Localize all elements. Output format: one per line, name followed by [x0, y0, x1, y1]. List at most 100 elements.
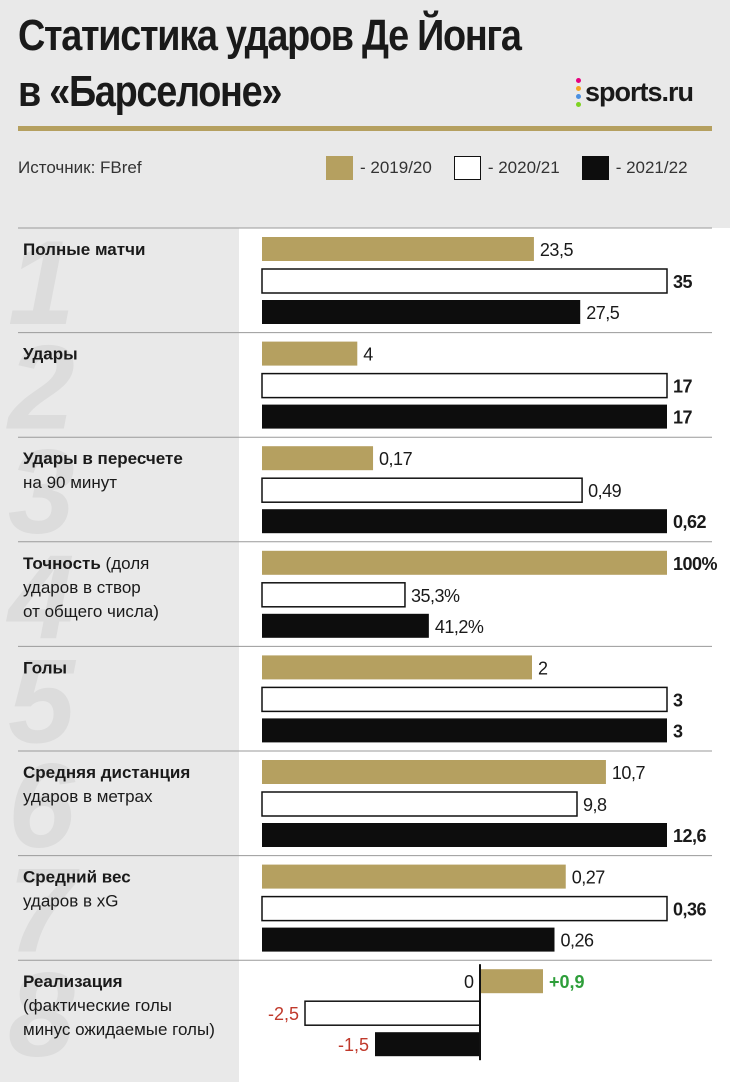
group-label-line: Реализация — [23, 972, 123, 991]
bar-2020-21 — [261, 686, 668, 713]
group-label: Реализация (фактические голы минус ожидаем… — [23, 972, 215, 1039]
watermark-digit: 7 — [8, 844, 80, 978]
group-label: Полные матчи — [23, 240, 145, 259]
bar-2021-22 — [262, 613, 429, 638]
value-label: 12,6 — [673, 826, 707, 846]
bar-2021-22 — [262, 509, 667, 534]
bar-2021-22 — [375, 1032, 480, 1057]
group-label-line: (фактические голы — [23, 996, 172, 1015]
bar-2021-22 — [262, 718, 667, 743]
value-label: 41,2% — [435, 617, 484, 637]
value-label: +0,9 — [549, 972, 585, 992]
group-label-line: на 90 минут — [23, 473, 117, 492]
group-label-bold: Реализация — [23, 972, 123, 991]
value-label: 2 — [538, 658, 548, 678]
title-line-2: в «Барселоне» — [18, 67, 282, 116]
bar-2019-20 — [262, 760, 606, 784]
group-label-line: Средний вес — [23, 868, 131, 887]
chart-title: Статистика ударов Де Йонга в «Барселоне» — [18, 8, 522, 120]
value-label: 0,62 — [673, 512, 707, 532]
value-label: 27,5 — [586, 303, 620, 323]
value-label: 35,3% — [411, 586, 460, 606]
group-label-line: Голы — [23, 658, 67, 677]
value-label: -2,5 — [268, 1004, 299, 1024]
group-label: Средний вес ударов в xG — [23, 868, 131, 911]
bar-2019-20 — [262, 341, 358, 366]
bar-2020-21 — [261, 372, 668, 399]
bar-2019-20 — [480, 969, 543, 994]
legend-item-2019-20: - 2019/20 — [326, 156, 432, 180]
group-label-line: от общего числа) — [23, 602, 159, 621]
legend-label-2021-22: - 2021/22 — [615, 158, 688, 177]
bar-2020-21 — [261, 895, 668, 922]
group-label-line: ударов в створ — [23, 578, 141, 597]
bar-2020-21 — [304, 1000, 481, 1026]
group-label: Точность (доля ударов в створ от общего чи… — [23, 554, 159, 621]
watermark-digit: 5 — [8, 634, 77, 768]
legend: - 2019/20 - 2020/21 - 2021/22 — [326, 156, 688, 180]
bar-2019-20 — [262, 864, 566, 889]
header-rule — [18, 126, 712, 131]
bar-2019-20 — [262, 550, 667, 575]
group-label-line: минус ожидаемые голы) — [23, 1020, 215, 1039]
legend-item-2021-22: - 2021/22 — [581, 156, 688, 180]
watermark-digit: 8 — [8, 948, 75, 1082]
bar-2020-21 — [261, 791, 578, 817]
bar-2019-20 — [262, 655, 532, 680]
legend-swatch-2020-21 — [453, 156, 481, 180]
bar-2019-20 — [262, 446, 374, 471]
value-label: 9,8 — [583, 795, 607, 815]
group-label-line: ударов в xG — [23, 892, 118, 911]
group-label: Удары — [23, 345, 78, 364]
value-label: 0,17 — [379, 449, 413, 469]
bar-2020-21 — [261, 582, 406, 608]
value-label: 0,26 — [561, 931, 595, 951]
zero-label: 0 — [464, 972, 474, 992]
value-label: 0,49 — [588, 481, 622, 501]
value-label: 10,7 — [612, 763, 646, 783]
logo-dots-icon — [576, 77, 581, 107]
legend-label-2019-20: - 2019/20 — [360, 158, 432, 177]
value-label: 35 — [673, 272, 693, 292]
watermark-digit: 3 — [8, 425, 75, 559]
legend-swatch-2021-22 — [581, 156, 609, 180]
value-label: 23,5 — [540, 240, 574, 260]
legend-item-2020-21: - 2020/21 — [453, 156, 560, 180]
value-label: 3 — [673, 721, 683, 741]
bar-2021-22 — [262, 823, 667, 847]
group-label: Голы — [23, 658, 67, 677]
sports-ru-logo: sports.ru — [576, 74, 694, 110]
group-label-line: Полные матчи — [23, 240, 145, 259]
bar-2020-21 — [261, 268, 668, 294]
bar-2020-21 — [261, 477, 583, 503]
group-label-line: Точность (доля — [23, 554, 149, 573]
value-label: 0,27 — [572, 868, 606, 888]
group-label-line: Удары — [23, 345, 78, 364]
value-label: 17 — [673, 408, 693, 428]
group-label: Средняя дистанция ударов в метрах — [23, 763, 190, 806]
bar-2019-20 — [262, 237, 534, 261]
group-label-line: ударов в метрах — [23, 787, 153, 806]
watermark-digit: 6 — [8, 739, 76, 873]
legend-swatch-2019-20 — [326, 156, 353, 180]
value-label: -1,5 — [338, 1035, 369, 1055]
bar-2021-22 — [262, 404, 667, 429]
value-label: 4 — [363, 345, 373, 365]
legend-label-2020-21: - 2020/21 — [487, 158, 560, 177]
group-label: Удары в пересчете на 90 минут — [23, 449, 183, 492]
value-label: 17 — [673, 377, 693, 397]
value-label: 0,36 — [673, 900, 707, 920]
group-label-bold: Точность — [23, 554, 101, 573]
source-note: Источник: FBref — [18, 158, 142, 177]
bar-2021-22 — [262, 300, 581, 324]
bar-2021-22 — [262, 927, 555, 952]
watermark-digit: 2 — [6, 321, 75, 455]
group-label-line: Удары в пересчете — [23, 449, 183, 468]
group-label-line: Средняя дистанция — [23, 763, 190, 782]
value-label: 3 — [673, 690, 683, 710]
logo-text: sports.ru — [585, 76, 694, 107]
watermark-digit: 4 — [6, 530, 75, 664]
group-label-rest: (доля — [101, 554, 150, 573]
value-label: 100% — [673, 554, 718, 574]
